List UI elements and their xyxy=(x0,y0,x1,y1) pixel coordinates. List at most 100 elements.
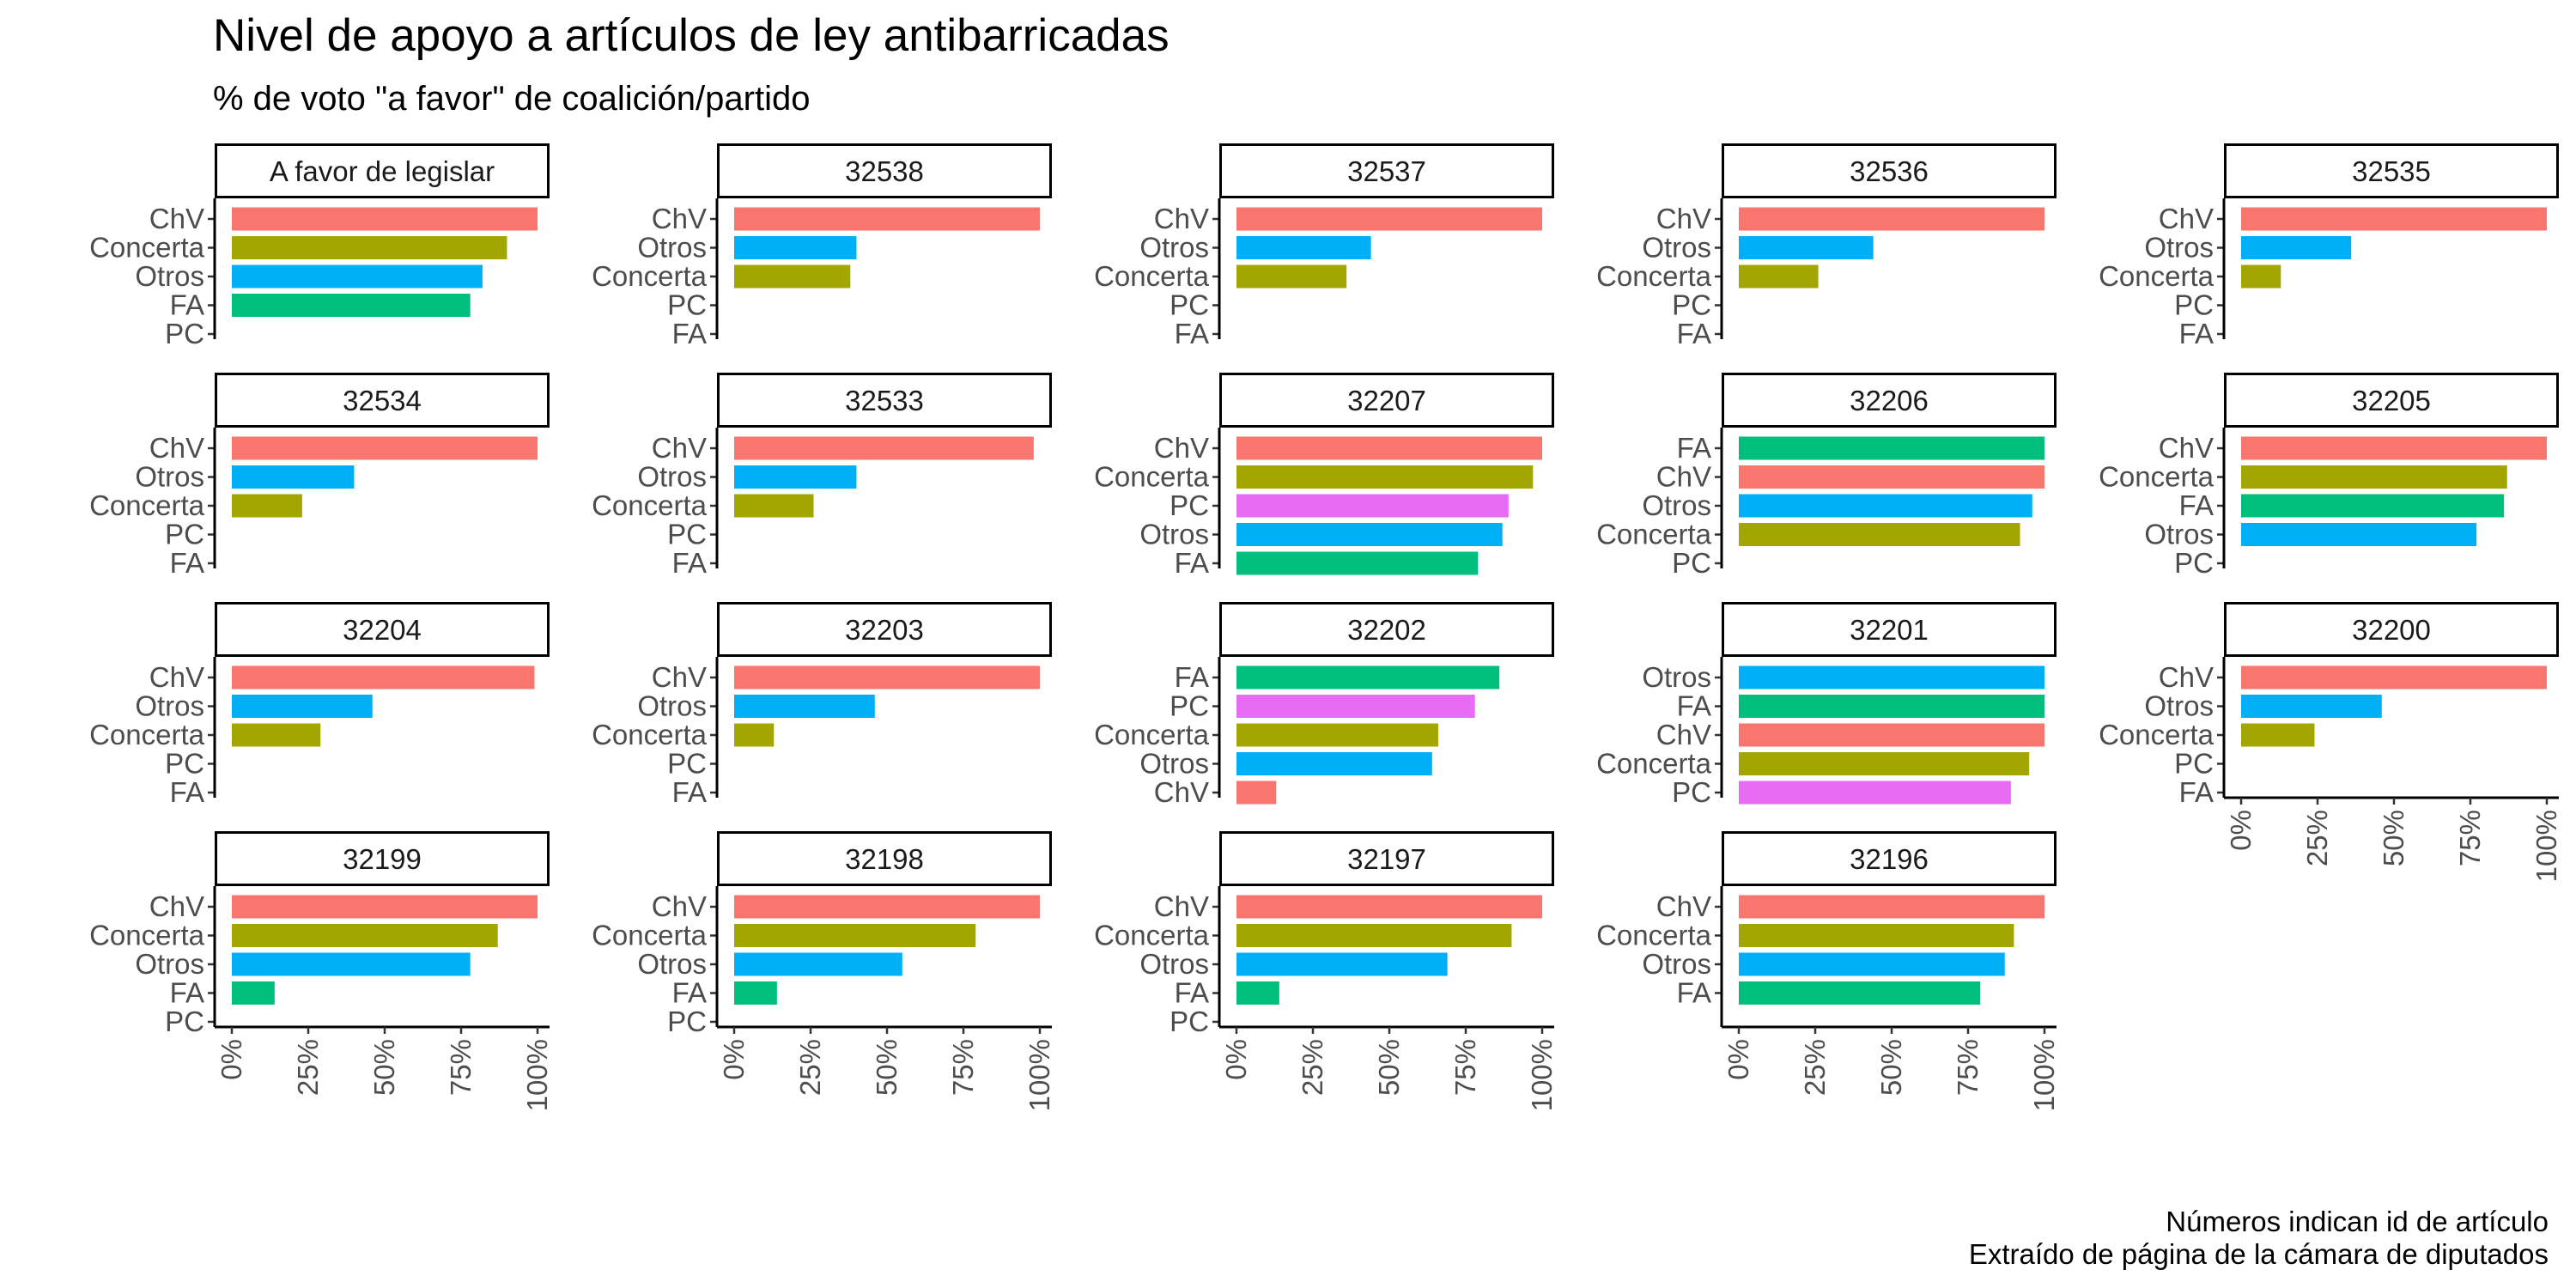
chart-title: Nivel de apoyo a artículos de ley antiba… xyxy=(213,10,1170,61)
category-label: PC xyxy=(1170,489,1209,521)
bar xyxy=(1236,781,1277,805)
panel-strip xyxy=(215,831,550,886)
bar xyxy=(734,665,1040,690)
bar xyxy=(1236,207,1542,231)
bar xyxy=(1236,264,1347,289)
bar xyxy=(1739,465,2044,489)
category-label: Concerta xyxy=(592,719,708,750)
bar xyxy=(1236,465,1534,489)
bar xyxy=(1739,665,2044,690)
bar xyxy=(1236,695,1475,718)
bar xyxy=(1236,981,1279,1005)
category-label: Concerta xyxy=(89,232,205,264)
bar xyxy=(2241,436,2547,460)
category-label: FA xyxy=(170,547,204,579)
category-label: Otros xyxy=(135,260,204,292)
bar xyxy=(1739,436,2044,460)
category-label: ChV xyxy=(149,203,204,234)
panel-strip xyxy=(717,831,1052,886)
bar xyxy=(232,207,538,231)
panel-strip-label: 32203 xyxy=(845,614,924,646)
category-label: PC xyxy=(1170,690,1209,722)
bar xyxy=(232,436,538,460)
category-label: PC xyxy=(2174,748,2214,780)
bar xyxy=(232,236,507,259)
panel-strip xyxy=(1219,831,1554,886)
bar xyxy=(1236,523,1503,546)
category-label: Otros xyxy=(1139,748,1209,780)
bar xyxy=(1739,781,2011,805)
panel-strip-label: 32535 xyxy=(2352,155,2431,187)
category-label: FA xyxy=(1175,547,1209,579)
bar xyxy=(734,723,775,747)
category-label: FA xyxy=(1175,977,1209,1009)
chart-subtitle: % de voto "a favor" de coalición/partido xyxy=(213,80,810,118)
bar xyxy=(1739,895,2044,919)
bar xyxy=(734,952,902,976)
bar xyxy=(1739,264,1819,289)
bar xyxy=(734,264,851,289)
category-label: PC xyxy=(165,748,204,780)
panel-strip xyxy=(717,602,1052,657)
category-label: ChV xyxy=(652,661,707,693)
category-label: Otros xyxy=(135,690,204,722)
category-label: Concerta xyxy=(89,920,205,951)
bar xyxy=(734,924,976,947)
category-label: ChV xyxy=(1154,776,1209,808)
x-tick-label: 25% xyxy=(292,1039,324,1096)
bar xyxy=(734,236,857,259)
bar xyxy=(734,465,857,489)
category-label: PC xyxy=(165,519,204,550)
bar xyxy=(734,207,1040,231)
category-label: Otros xyxy=(2144,519,2214,550)
x-tick-label: 0% xyxy=(1220,1039,1252,1080)
panel-strip-label: A favor de legislar xyxy=(270,155,495,187)
panel-strip-label: 32201 xyxy=(1850,614,1929,646)
bar xyxy=(1236,436,1542,460)
caption-line-2: Extraído de página de la cámara de diput… xyxy=(1969,1238,2549,1270)
category-label: FA xyxy=(672,776,707,808)
panel-strip-label: 32206 xyxy=(1850,385,1929,416)
bar xyxy=(2241,523,2477,546)
category-label: FA xyxy=(672,977,707,1009)
panel-strip xyxy=(717,143,1052,198)
x-tick-label: 25% xyxy=(2301,810,2333,866)
bar xyxy=(1739,723,2044,747)
category-label: ChV xyxy=(652,432,707,464)
category-label: PC xyxy=(667,519,707,550)
bar xyxy=(1739,981,1981,1005)
bar xyxy=(1236,895,1542,919)
panel-strip xyxy=(1722,373,2057,428)
panel-strip xyxy=(1219,602,1554,657)
category-label: Concerta xyxy=(1094,719,1210,750)
bar xyxy=(1236,924,1512,947)
panel-strip-label: 32197 xyxy=(1347,843,1426,875)
caption-line-1: Números indican id de artículo xyxy=(2166,1206,2549,1237)
panel-strip-label: 32538 xyxy=(845,155,924,187)
x-tick-label: 50% xyxy=(1373,1039,1405,1096)
category-label: Otros xyxy=(1642,489,1711,521)
bar xyxy=(232,952,471,976)
category-label: PC xyxy=(1672,289,1711,321)
bar xyxy=(232,723,321,747)
bar xyxy=(2241,494,2505,518)
category-label: ChV xyxy=(2159,661,2214,693)
panel-strip-label: 32200 xyxy=(2352,614,2431,646)
bar xyxy=(232,665,535,690)
category-label: ChV xyxy=(149,661,204,693)
category-label: FA xyxy=(2179,776,2214,808)
panel-strip-label: 32198 xyxy=(845,843,924,875)
panels-grid: A favor de legislarChVConcertaOtrosFAPC3… xyxy=(89,143,2562,1111)
category-label: ChV xyxy=(149,432,204,464)
